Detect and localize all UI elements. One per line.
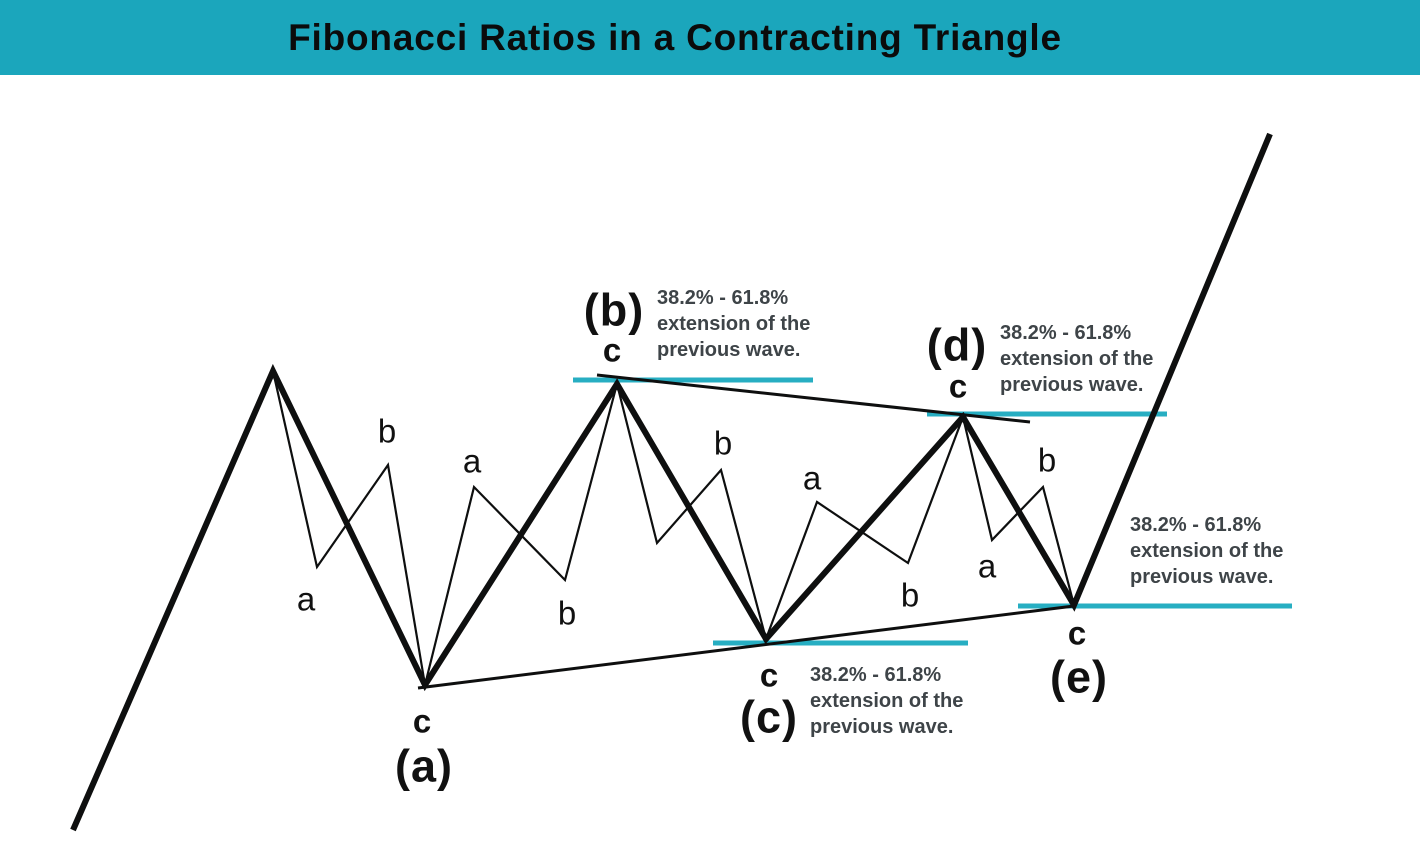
wave-c-terminal-c-label: c <box>759 656 779 694</box>
upper-trendline <box>596 373 1031 424</box>
fib-annotation-c-line2: extension of the <box>810 690 964 712</box>
wave-d-terminal-c-label: c <box>948 367 968 405</box>
fib-annotation-c-line1: 38.2% - 61.8% <box>810 664 942 686</box>
wave-b-label: (b) <box>583 284 645 336</box>
fib-annotation-e-line1: 38.2% - 61.8% <box>1130 514 1262 536</box>
fib-annotation-d-line2: extension of the <box>1000 348 1154 370</box>
fib-annotation-e: 38.2% - 61.8% extension of the previous … <box>1130 512 1283 590</box>
subwave-b-of-wave-c-label: b <box>713 424 733 462</box>
wave-e-label: (e) <box>1050 651 1108 703</box>
subwave-a-of-wave-d-label: a <box>802 459 822 497</box>
title-bar: Fibonacci Ratios in a Contracting Triang… <box>0 0 1420 75</box>
subwave-zigzag-wave-a <box>271 370 427 686</box>
fib-annotation-c-line3: previous wave. <box>810 716 954 738</box>
page-title: Fibonacci Ratios in a Contracting Triang… <box>288 16 1062 58</box>
wave-b-terminal-c-label: c <box>602 331 622 369</box>
subwave-b-of-wave-a-label: b <box>377 412 397 450</box>
wave-d-label: (d) <box>926 319 988 371</box>
fib-annotation-d-line3: previous wave. <box>1000 374 1144 396</box>
fib-annotation-e-line3: previous wave. <box>1130 566 1274 588</box>
fib-annotation-b-line3: previous wave. <box>657 339 801 361</box>
wave-c-label: (c) <box>740 691 798 743</box>
fib-annotation-c: 38.2% - 61.8% extension of the previous … <box>810 662 963 740</box>
fib-annotation-b-line1: 38.2% - 61.8% <box>657 287 789 309</box>
fib-annotation-d: 38.2% - 61.8% extension of the previous … <box>1000 320 1153 398</box>
wave-e-terminal-c-label: c <box>1067 614 1087 652</box>
subwave-a-of-wave-b-label: a <box>462 442 482 480</box>
subwave-a-of-wave-a-label: a <box>296 580 316 618</box>
wave-a-label: (a) <box>395 740 453 792</box>
fib-annotation-e-line2: extension of the <box>1130 540 1284 562</box>
subwave-b-of-wave-d-label: b <box>900 576 920 614</box>
fib-annotation-b-line2: extension of the <box>657 313 811 335</box>
fib-annotation-d-line1: 38.2% - 61.8% <box>1000 322 1132 344</box>
subwave-a-of-wave-e-label: a <box>977 547 997 585</box>
subwave-b-of-wave-b-label: b <box>557 594 577 632</box>
lower-trendline <box>417 604 1075 690</box>
main-wave-path <box>70 132 1273 832</box>
wave-a-terminal-c-label: c <box>412 702 432 740</box>
fib-annotation-b: 38.2% - 61.8% extension of the previous … <box>657 285 810 363</box>
subwave-b-of-wave-e-label: b <box>1037 441 1057 479</box>
